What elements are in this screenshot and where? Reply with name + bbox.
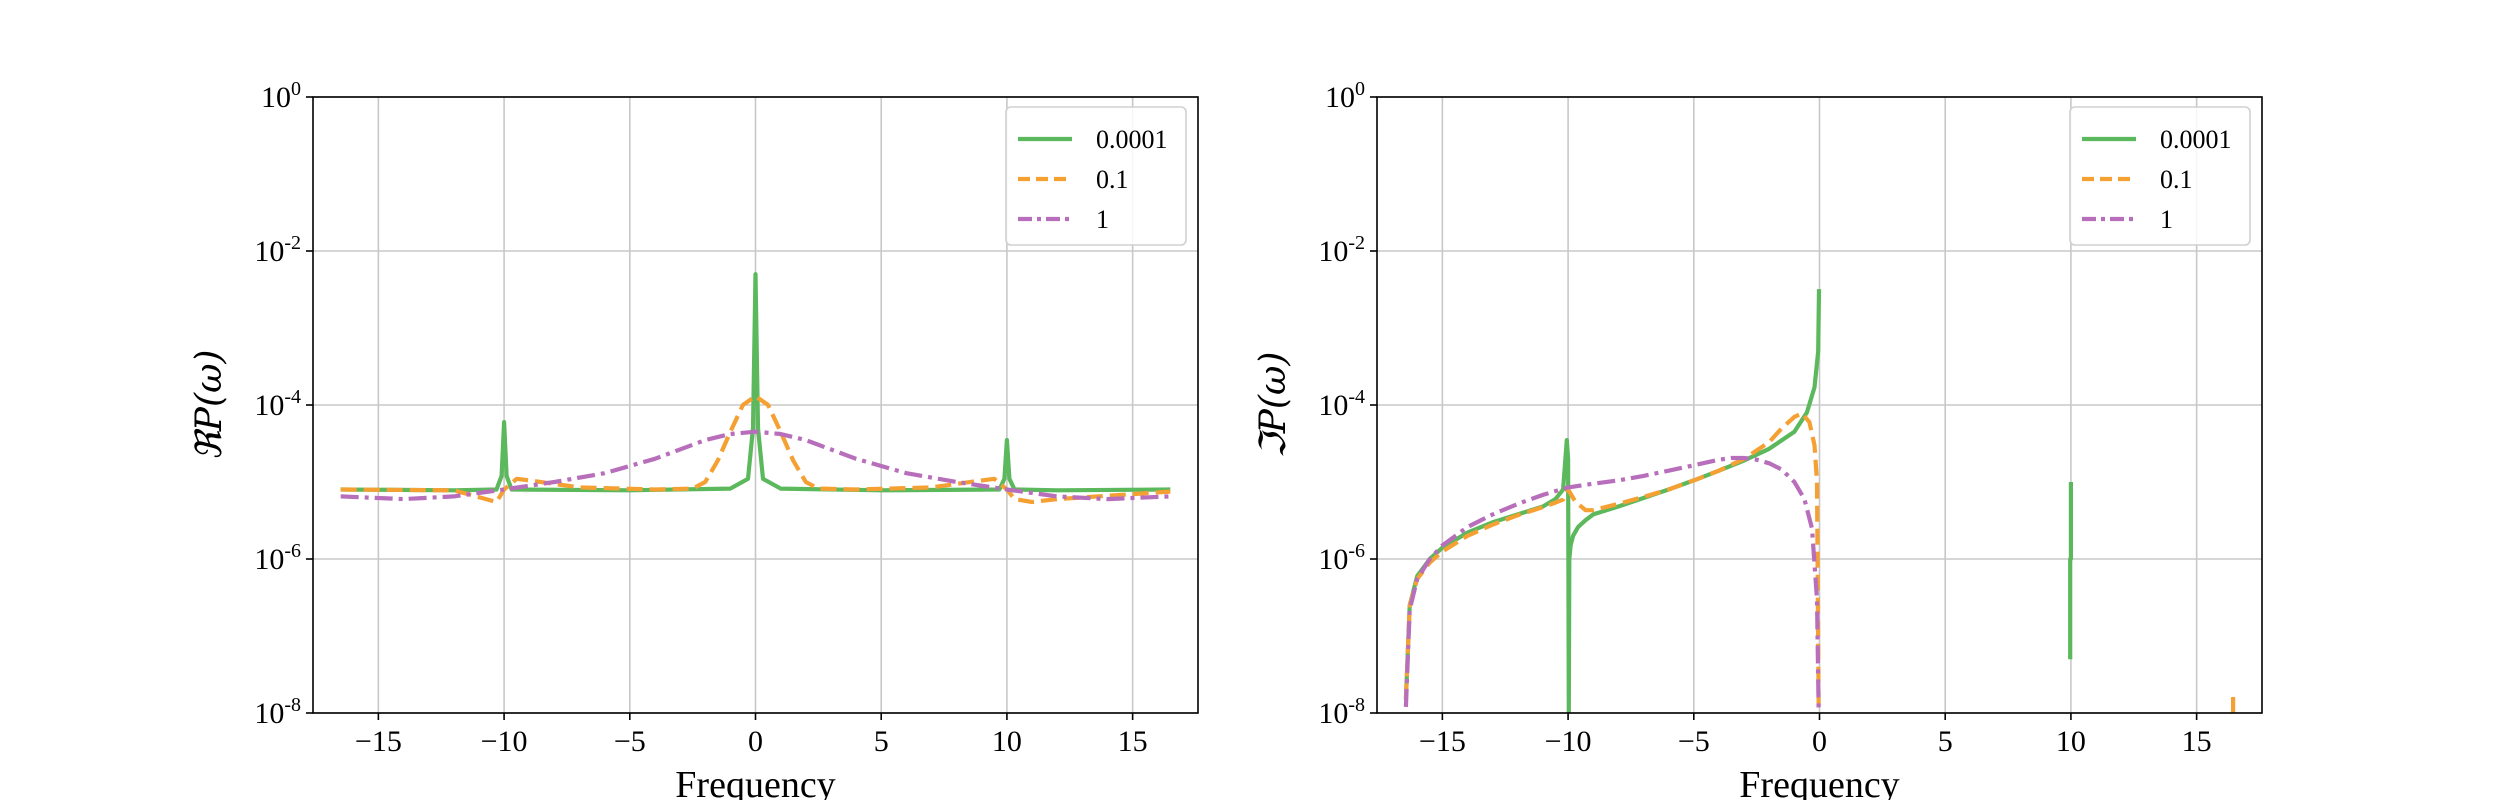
y-axis-label: ℑP(ω) [1253, 352, 1294, 459]
x-tick-label: −15 [355, 725, 402, 758]
legend-label: 0.0001 [2160, 125, 2232, 154]
x-tick-label: 0 [1812, 725, 1827, 758]
series-line-0.0001 [340, 272, 1171, 493]
y-tick-label: 100 [261, 78, 301, 114]
y-tick-label: 10-8 [1318, 694, 1365, 730]
x-tick-label: 10 [992, 725, 1022, 758]
x-tick-label: 0 [748, 725, 763, 758]
series-line-0.0001 [2068, 482, 2073, 660]
x-tick-label: −5 [614, 725, 646, 758]
y-tick-label: 10-2 [1318, 232, 1365, 268]
series-line-0.1 [340, 394, 1171, 505]
x-tick-label: −10 [481, 725, 528, 758]
legend-box [1005, 106, 1187, 246]
legend-label: 1 [1096, 205, 1109, 234]
panel-2: −15 −10 −5 0 5 10 15 10-8 10-6 10-4 10-2 100 Frequen… [1253, 78, 2263, 800]
series-line-1 [1403, 455, 1821, 713]
x-tick-label: 5 [1938, 725, 1953, 758]
x-axis-label: Frequency [675, 764, 835, 800]
series-line-1 [340, 429, 1171, 502]
y-tick-label: 10-6 [1318, 540, 1365, 576]
series-line-0.1 [1403, 411, 1821, 713]
series-line-0.0001 [1403, 289, 1822, 713]
legend: 0.0001 0.1 1 [1005, 106, 1187, 246]
x-axis-label: Frequency [1739, 764, 1899, 800]
legend-label: 0.1 [1096, 165, 1129, 194]
x-tick-label: 5 [874, 725, 889, 758]
panel-1: −15 −10 −5 0 5 10 15 10-8 10-6 10-4 10-2 100 Frequen… [189, 78, 1199, 800]
y-axis-label: ℜP(ω) [189, 350, 230, 461]
y-tick-label: 10-8 [254, 694, 301, 730]
x-tick-label: −10 [1545, 725, 1592, 758]
y-tick-label: 10-4 [1318, 386, 1365, 422]
legend-box [2069, 106, 2251, 246]
x-tick-label: 10 [2056, 725, 2086, 758]
x-tick-label: 15 [1118, 725, 1148, 758]
y-tick-label: 10-2 [254, 232, 301, 268]
x-tick-label: 15 [2182, 725, 2212, 758]
x-tick-label: −5 [1678, 725, 1710, 758]
legend-label: 0.0001 [1096, 125, 1168, 154]
legend-label: 1 [2160, 205, 2173, 234]
y-tick-label: 10-4 [254, 386, 301, 422]
x-tick-label: −15 [1419, 725, 1466, 758]
y-tick-label: 10-6 [254, 540, 301, 576]
legend: 0.0001 0.1 1 [2069, 106, 2251, 246]
y-tick-label: 100 [1325, 78, 1365, 114]
legend-label: 0.1 [2160, 165, 2193, 194]
